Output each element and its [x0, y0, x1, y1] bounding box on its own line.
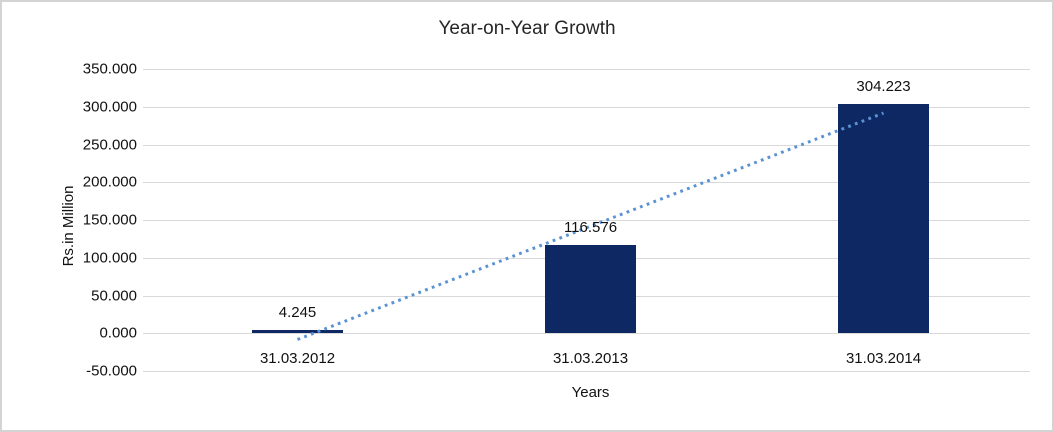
gridline: [143, 333, 1030, 335]
bar-data-label: 116.576: [563, 219, 618, 237]
y-tick-label: 50.000: [91, 287, 137, 304]
x-tick-label: 31.03.2012: [259, 350, 336, 367]
bar-data-label: 304.223: [856, 77, 911, 95]
y-tick-label: 250.000: [82, 136, 137, 153]
x-tick-label: 31.03.2014: [845, 350, 922, 367]
y-tick-label: 300.000: [82, 98, 137, 116]
bar-31.03.2014: [838, 103, 929, 334]
y-tick-label: 100.000: [82, 249, 137, 267]
bar-31.03.2012: [252, 330, 343, 334]
chart-title: Year-on-Year Growth: [438, 18, 616, 39]
x-axis-title: Years: [571, 384, 610, 401]
y-tick-label: -50.000: [86, 362, 137, 380]
bar-data-label: 4.245: [278, 304, 317, 322]
y-tick-label: 200.000: [82, 173, 137, 191]
gridline: [143, 371, 1030, 372]
gridline: [143, 106, 1030, 108]
y-tick-label: 150.000: [82, 211, 137, 229]
bar-31.03.2013: [545, 245, 636, 334]
y-tick-label: 350.000: [82, 60, 137, 78]
gridline: [143, 69, 1030, 70]
y-tick-label: 0.000: [99, 324, 137, 342]
x-tick-label: 31.03.2013: [552, 350, 629, 367]
